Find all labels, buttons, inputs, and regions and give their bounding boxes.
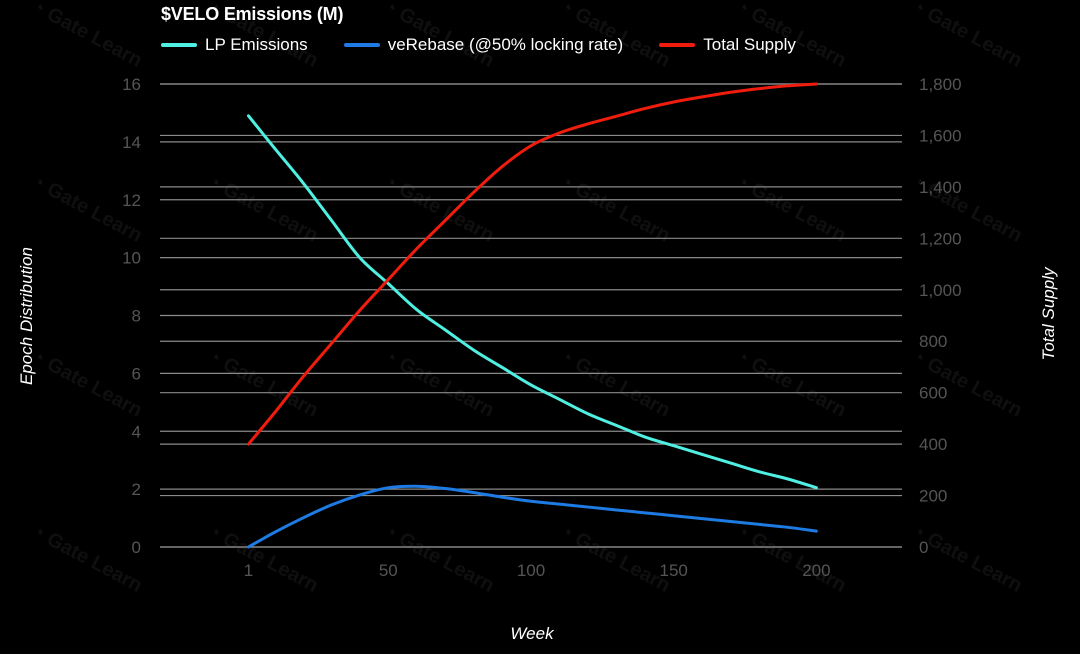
y-tick-label-left: 2 (132, 480, 141, 499)
y-tick-label-right: 1,200 (919, 229, 962, 248)
x-axis-title: Week (510, 624, 554, 643)
watermark-text: ◔ Gate Learn (732, 170, 850, 247)
watermark-text: ◔ Gate Learn (380, 520, 498, 597)
watermark-text: ◔ Gate Learn (908, 0, 1026, 72)
watermark-layer: ◔ Gate Learn ◔ Gate Learn ◔ Gate Learn ◔ Ga… (28, 0, 1026, 597)
y-tick-label-right: 400 (919, 435, 947, 454)
y-tick-label-right: 600 (919, 384, 947, 403)
legend-swatch-lp-emissions (161, 43, 197, 47)
series-line-total-supply (246, 82, 818, 446)
y-tick-label-left: 10 (122, 249, 141, 268)
legend-item-lp-emissions[interactable]: LP Emissions (161, 35, 308, 55)
watermark-text: ◔ Gate Learn (380, 170, 498, 247)
watermark-text: ◔ Gate Learn (204, 170, 322, 247)
y-tick-label-right: 1,000 (919, 281, 962, 300)
watermark-text: ◔ Gate Learn (380, 0, 498, 72)
y-axis-title-right: Total Supply (1039, 267, 1058, 361)
watermark-text: ◔ Gate Learn (556, 0, 674, 72)
y-tick-label-left: 12 (122, 191, 141, 210)
y-tick-label-right: 1,800 (919, 75, 962, 94)
series-lines (246, 82, 818, 549)
x-tick-label: 150 (660, 561, 688, 580)
y-tick-label-left: 8 (132, 307, 141, 326)
x-tick-label: 50 (379, 561, 398, 580)
watermark-text: ◔ Gate Learn (28, 0, 146, 72)
grid-lines (160, 83, 902, 548)
y-axis-title-left: Epoch Distribution (17, 247, 36, 385)
watermark-text: ◔ Gate Learn (556, 170, 674, 247)
watermark-text: ◔ Gate Learn (380, 345, 498, 422)
watermark-text: ◔ Gate Learn (556, 345, 674, 422)
watermark-text: ◔ Gate Learn (732, 0, 850, 72)
y-tick-label-left: 4 (132, 422, 141, 441)
watermark-text: ◔ Gate Learn (204, 345, 322, 422)
x-tick-label: 200 (802, 561, 830, 580)
y-tick-label-right: 0 (919, 538, 928, 557)
chart-legend: LP Emissions veRebase (@50% locking rate… (161, 34, 832, 56)
y-tick-label-right: 200 (919, 487, 947, 506)
series-line-lp-emissions (246, 114, 818, 490)
watermark-text: ◔ Gate Learn (204, 520, 322, 597)
watermark-text: ◔ Gate Learn (732, 520, 850, 597)
legend-item-total-supply[interactable]: Total Supply (659, 35, 796, 55)
watermark-text: ◔ Gate Learn (28, 345, 146, 422)
series-line-verebase (246, 484, 818, 549)
x-tick-label: 1 (244, 561, 253, 580)
watermark-text: ◔ Gate Learn (28, 520, 146, 597)
y-tick-label-right: 1,600 (919, 126, 962, 145)
y-tick-label-left: 14 (122, 133, 141, 152)
y-tick-label-left: 0 (132, 538, 141, 557)
legend-label-lp-emissions: LP Emissions (205, 35, 308, 54)
legend-label-total-supply: Total Supply (703, 35, 796, 54)
y-tick-label-right: 1,400 (919, 178, 962, 197)
y-tick-label-left: 6 (132, 364, 141, 383)
watermark-text: ◔ Gate Learn (732, 345, 850, 422)
legend-swatch-total-supply (659, 43, 696, 47)
tick-labels: 0 2 4 6 8 10 12 14 16 0 200 400 600 800 1,000 1,200 1,40… (122, 75, 961, 580)
watermark-text: ◔ Gate Learn (556, 520, 674, 597)
legend-swatch-verebase (343, 43, 380, 47)
x-tick-label: 100 (517, 561, 545, 580)
watermark-text: ◔ Gate Learn (908, 520, 1026, 597)
y-tick-label-right: 800 (919, 332, 947, 351)
legend-label-verebase: veRebase (@50% locking rate) (387, 35, 624, 54)
chart-title: $VELO Emissions (M) (161, 4, 344, 24)
legend-item-verebase[interactable]: veRebase (@50% locking rate) (343, 35, 624, 55)
y-tick-label-left: 16 (122, 75, 141, 94)
watermark-text: ◔ Gate Learn (204, 0, 322, 72)
